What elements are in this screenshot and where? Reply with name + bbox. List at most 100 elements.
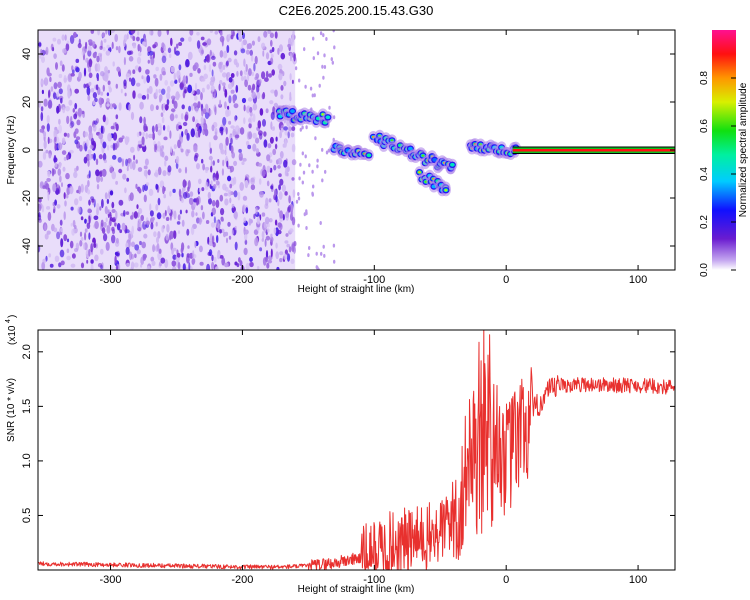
noise-speckle <box>79 231 83 237</box>
noise-speckle <box>245 207 249 214</box>
noise-speckle <box>80 183 84 193</box>
noise-speckle <box>247 97 253 102</box>
noise-speckle <box>222 159 225 167</box>
noise-speckle <box>152 244 156 253</box>
noise-speckle <box>54 199 57 206</box>
noise-speckle <box>83 156 88 164</box>
carrier-core <box>512 149 675 152</box>
noise-speckle <box>187 245 190 249</box>
noise-speckle <box>200 116 204 125</box>
noise-speckle <box>280 94 284 100</box>
noise-speckle <box>124 92 127 97</box>
noise-speckle <box>54 136 57 142</box>
noise-speckle <box>105 50 111 56</box>
noise-speckle <box>105 30 108 35</box>
noise-speckle <box>88 58 93 68</box>
noise-speckle <box>67 89 71 99</box>
noise-speckle <box>293 240 297 247</box>
noise-speckle <box>64 200 67 207</box>
sparse-speckle <box>319 221 322 225</box>
noise-speckle <box>170 95 176 100</box>
noise-speckle <box>142 41 146 46</box>
noise-speckle <box>182 263 186 270</box>
noise-speckle <box>211 261 215 270</box>
noise-speckle <box>101 32 106 38</box>
noise-speckle <box>292 189 296 198</box>
noise-speckle <box>77 42 82 49</box>
noise-speckle <box>192 258 196 264</box>
noise-speckle <box>128 103 131 112</box>
noise-speckle <box>210 222 216 228</box>
noise-speckle <box>69 35 75 44</box>
noise-speckle <box>162 212 166 219</box>
noise-speckle <box>137 93 143 99</box>
noise-speckle <box>256 91 261 100</box>
noise-speckle <box>77 206 81 214</box>
noise-speckle <box>95 84 99 91</box>
noise-speckle <box>274 188 277 198</box>
noise-speckle <box>45 149 49 154</box>
noise-speckle <box>69 240 74 249</box>
noise-speckle <box>258 79 262 84</box>
noise-speckle <box>96 174 101 183</box>
signal-blob-core <box>450 162 455 167</box>
noise-speckle <box>46 177 51 182</box>
noise-speckle <box>104 206 108 215</box>
noise-speckle <box>88 248 91 257</box>
noise-speckle <box>59 175 62 183</box>
noise-speckle <box>291 243 295 253</box>
noise-speckle <box>87 180 90 187</box>
noise-speckle <box>128 77 132 82</box>
x-tick-label: 0 <box>503 274 509 286</box>
noise-speckle <box>58 88 63 95</box>
noise-speckle <box>140 264 143 268</box>
noise-speckle <box>40 106 44 112</box>
noise-speckle <box>42 258 47 264</box>
noise-speckle <box>238 148 242 153</box>
noise-speckle <box>239 182 244 191</box>
noise-speckle <box>98 154 103 160</box>
noise-speckle <box>74 198 79 206</box>
noise-speckle <box>212 177 217 182</box>
noise-speckle <box>273 164 277 171</box>
noise-speckle <box>130 77 136 87</box>
noise-speckle <box>38 214 42 221</box>
noise-speckle <box>264 216 270 225</box>
noise-speckle <box>265 52 270 60</box>
noise-speckle <box>279 178 284 186</box>
noise-speckle <box>132 160 136 171</box>
noise-speckle <box>203 64 207 71</box>
colorbar-tick-label: 0.6 <box>699 119 710 133</box>
noise-speckle <box>180 37 185 42</box>
noise-speckle <box>38 197 42 203</box>
noise-speckle <box>179 81 185 90</box>
noise-speckle <box>60 97 63 104</box>
noise-speckle <box>62 106 66 114</box>
sparse-speckle <box>323 253 326 258</box>
snr-series-line <box>38 330 675 570</box>
noise-speckle <box>188 197 194 205</box>
noise-speckle <box>87 49 92 57</box>
noise-speckle <box>279 258 283 263</box>
noise-speckle <box>277 207 280 214</box>
noise-speckle <box>67 133 70 138</box>
noise-speckle <box>277 63 283 71</box>
noise-speckle <box>196 89 201 95</box>
sparse-speckle <box>332 243 336 248</box>
noise-speckle <box>252 83 256 91</box>
noise-speckle <box>154 245 160 252</box>
x-tick-label: -200 <box>231 574 253 586</box>
spectrogram-marks <box>38 30 675 270</box>
signal-peak <box>421 154 425 157</box>
noise-speckle <box>253 213 256 219</box>
noise-speckle <box>279 151 284 159</box>
noise-speckle <box>130 241 136 248</box>
noise-speckle <box>134 65 140 71</box>
noise-speckle <box>73 171 78 179</box>
noise-speckle <box>148 133 153 139</box>
noise-speckle <box>140 214 144 222</box>
sparse-speckle <box>323 65 327 69</box>
noise-speckle <box>270 185 274 190</box>
noise-speckle <box>248 123 252 129</box>
noise-speckle <box>167 47 172 54</box>
